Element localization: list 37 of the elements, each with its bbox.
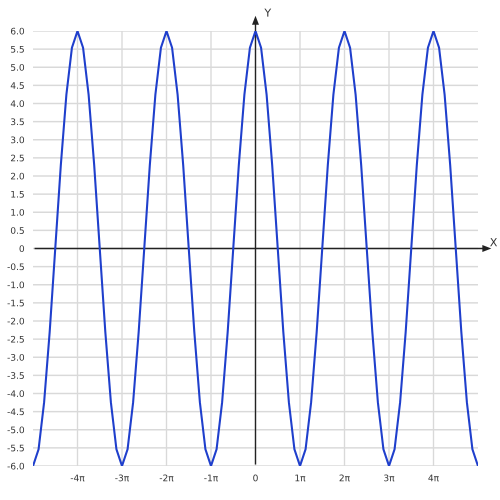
y-tick-label: 1.5 <box>11 190 24 198</box>
y-tick-label: 5.5 <box>11 46 24 53</box>
x-tick-label: -1π <box>204 474 218 482</box>
x-tick-label: 3π <box>384 474 394 482</box>
y-tick-label: -4.0 <box>7 390 24 398</box>
y-tick-label: -1.0 <box>7 281 24 288</box>
y-tick-label: 3.5 <box>11 118 24 126</box>
x-tick-label: 1π <box>295 474 306 482</box>
y-tick-label: 2.5 <box>10 154 24 162</box>
y-tick-label: -1.5 <box>7 300 24 306</box>
y-tick-label: 1.0 <box>11 208 24 216</box>
y-tick-label: 4.5 <box>10 82 24 89</box>
x-tick-label: -4π <box>70 474 84 482</box>
x-tick-label: 2π <box>340 474 350 482</box>
x-tick-label: 4π <box>428 474 439 482</box>
y-axis-title: Y <box>264 8 272 17</box>
y-tick-label: -4.5 <box>7 408 24 416</box>
y-tick-label: -5.5 <box>7 444 24 452</box>
x-tick-label: -2π <box>160 474 174 482</box>
y-tick-label: -3.5 <box>7 372 24 379</box>
y-tick-label: -3.0 <box>7 354 24 361</box>
y-tick-label: -5.0 <box>7 426 24 434</box>
y-tick-label: 3.0 <box>11 136 24 144</box>
y-tick-label: -0.5 <box>7 263 24 270</box>
y-tick-label: -6.0 <box>7 462 24 470</box>
y-tick-label: 0.5 <box>10 227 24 234</box>
y-tick-label: 4.0 <box>10 100 24 108</box>
x-axis-title: X <box>490 238 498 246</box>
line-series <box>33 31 478 466</box>
y-tick-label: 6.0 <box>10 28 24 35</box>
y-tick-label: -2.0 <box>7 318 24 325</box>
y-tick-label: 2.0 <box>10 172 24 180</box>
y-tick-label: -2.5 <box>7 336 24 343</box>
x-tick-label: 0 <box>253 474 258 482</box>
y-tick-label: 5.0 <box>11 64 24 71</box>
x-tick-label: -3π <box>115 474 129 482</box>
y-tick-label: 0 <box>20 245 24 252</box>
